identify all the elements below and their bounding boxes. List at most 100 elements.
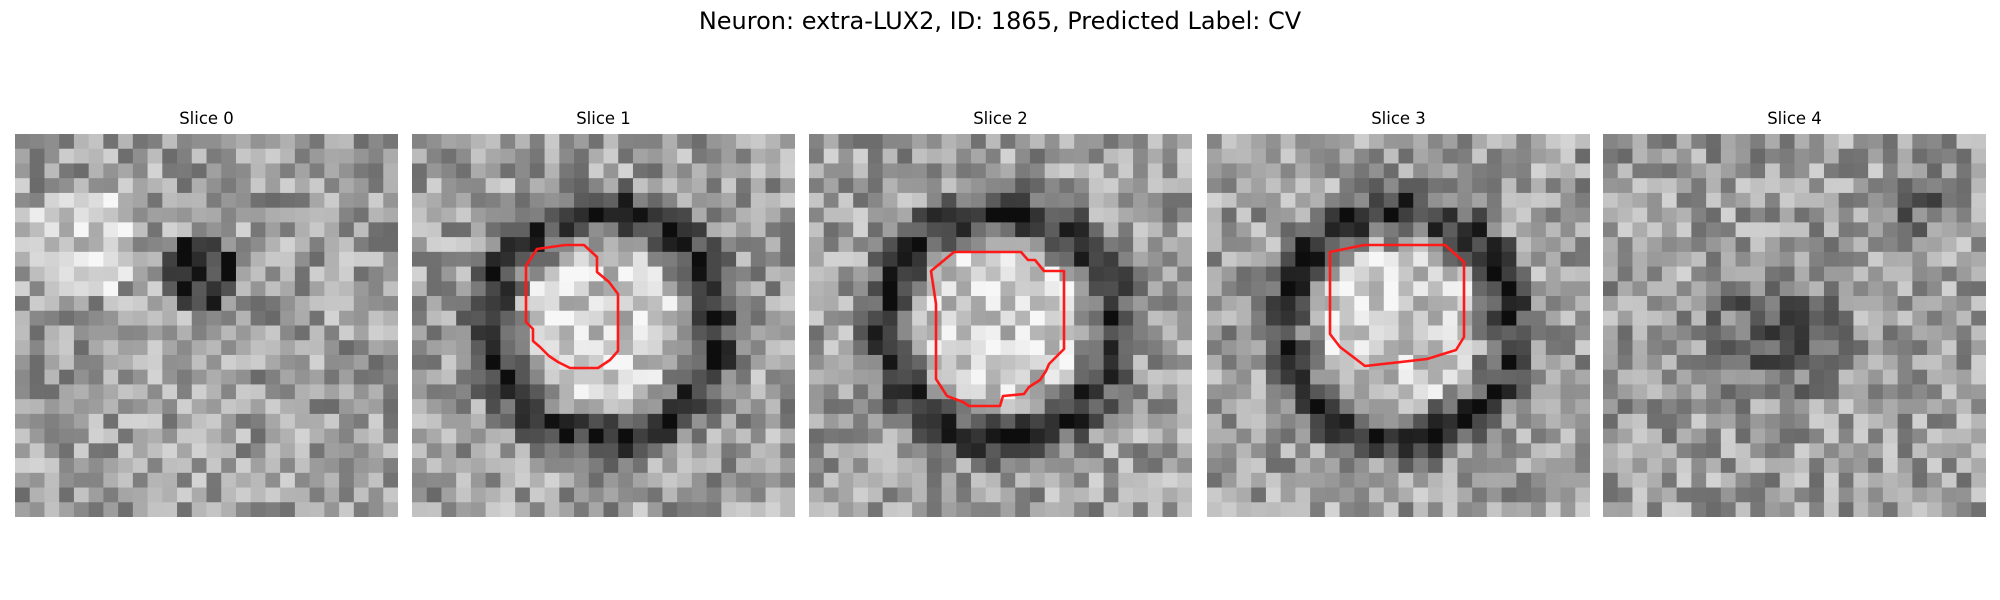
image-pixel (1486, 354, 1503, 371)
image-pixel (853, 310, 869, 327)
image-pixel (1059, 413, 1075, 430)
image-pixel (912, 428, 928, 444)
image-pixel (1147, 369, 1164, 386)
image-pixel (147, 325, 163, 341)
image-pixel (118, 207, 134, 223)
image-pixel (941, 266, 957, 282)
image-pixel (1472, 281, 1488, 297)
image-pixel (1310, 413, 1326, 430)
image-pixel (912, 340, 928, 356)
image-pixel (1044, 237, 1061, 253)
image-pixel (1531, 413, 1547, 430)
image-pixel (339, 428, 355, 444)
image-pixel (1442, 325, 1459, 341)
image-pixel (736, 354, 752, 371)
image-pixel (309, 472, 325, 489)
image-pixel (1251, 369, 1267, 386)
image-pixel (971, 178, 987, 194)
image-pixel (588, 237, 605, 253)
image-pixel (44, 458, 60, 474)
image-pixel (1354, 207, 1370, 223)
image-pixel (897, 384, 913, 400)
image-pixel (588, 369, 605, 386)
image-pixel (15, 178, 31, 194)
image-pixel (691, 458, 708, 474)
image-pixel (662, 340, 678, 356)
image-pixel (691, 325, 708, 341)
image-pixel (1207, 428, 1223, 444)
image-pixel (103, 472, 119, 489)
image-pixel (1133, 237, 1149, 253)
image-pixel (1632, 428, 1648, 444)
image-pixel (1941, 443, 1958, 459)
image-pixel (280, 296, 296, 312)
image-pixel (88, 354, 104, 371)
image-pixel (1103, 148, 1119, 165)
image-pixel (441, 384, 457, 400)
image-pixel (1794, 399, 1810, 415)
image-pixel (1927, 281, 1943, 297)
image-pixel (339, 413, 355, 430)
image-pixel (1088, 310, 1105, 327)
image-pixel (1661, 369, 1678, 386)
image-pixel (706, 296, 722, 312)
image-pixel (1868, 369, 1884, 386)
image-pixel (1251, 251, 1267, 268)
image-pixel (1941, 458, 1958, 474)
image-pixel (985, 502, 1002, 517)
image-pixel (1088, 487, 1105, 503)
image-pixel (1735, 222, 1751, 238)
image-pixel (1251, 413, 1267, 430)
image-pixel (441, 163, 457, 179)
image-pixel (559, 458, 575, 474)
image-pixel (1868, 325, 1884, 341)
image-pixel (1398, 251, 1414, 268)
image-pixel (485, 443, 501, 459)
image-pixel (88, 502, 104, 517)
image-pixel (1236, 296, 1252, 312)
image-pixel (1735, 192, 1751, 209)
image-pixel (1251, 192, 1267, 209)
image-pixel (59, 251, 75, 268)
image-pixel (1265, 222, 1282, 238)
image-pixel (1103, 413, 1119, 430)
image-pixel (15, 487, 31, 503)
image-pixel (339, 178, 355, 194)
image-pixel (867, 192, 884, 209)
image-pixel (618, 148, 634, 165)
image-pixel (603, 222, 619, 238)
image-pixel (1838, 413, 1855, 430)
image-pixel (1912, 192, 1928, 209)
image-pixel (574, 369, 590, 386)
image-pixel (339, 472, 355, 489)
image-pixel (1735, 266, 1751, 282)
image-pixel (191, 251, 208, 268)
image-pixel (1735, 487, 1751, 503)
image-pixel (1413, 310, 1429, 327)
image-pixel (1956, 222, 1972, 238)
image-pixel (294, 251, 311, 268)
image-pixel (882, 472, 898, 489)
image-pixel (1398, 413, 1414, 430)
image-pixel (1779, 472, 1796, 489)
image-pixel (882, 134, 898, 150)
image-pixel (662, 428, 678, 444)
image-pixel (574, 251, 590, 268)
image-pixel (1324, 413, 1341, 430)
image-pixel (1000, 207, 1016, 223)
image-pixel (1295, 384, 1311, 400)
image-pixel (1059, 296, 1075, 312)
image-pixel (426, 458, 443, 474)
image-pixel (1177, 296, 1192, 312)
image-pixel (588, 148, 605, 165)
image-pixel (1632, 502, 1648, 517)
image-pixel (1310, 384, 1326, 400)
image-pixel (29, 207, 46, 223)
image-pixel (383, 237, 398, 253)
image-pixel (1765, 458, 1781, 474)
image-pixel (912, 148, 928, 165)
image-pixel (853, 354, 869, 371)
image-pixel (750, 296, 767, 312)
image-pixel (956, 251, 972, 268)
image-pixel (1398, 472, 1414, 489)
